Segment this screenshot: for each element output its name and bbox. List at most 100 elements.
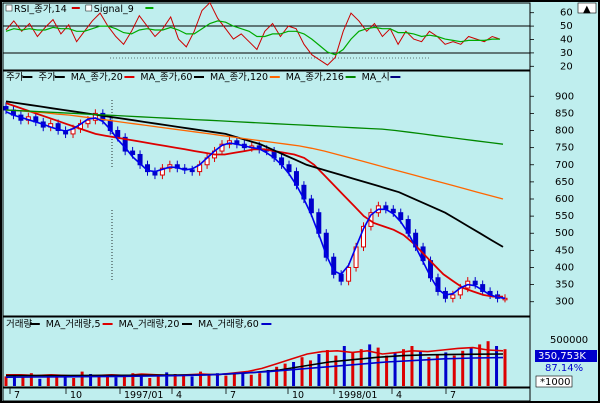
candle-body — [338, 273, 344, 282]
candle-body — [398, 212, 404, 221]
price-y-tick-label: 400 — [555, 262, 574, 273]
rsi-legend: RSI_종가,14 Signal_9 — [5, 4, 154, 15]
volume-legend-label: 거래량 — [6, 318, 32, 330]
price-legend-label: MA_시 — [362, 72, 390, 83]
price-y-tick-label: 350 — [555, 280, 574, 291]
price-y-tick-label: 450 — [555, 245, 574, 256]
rsi-y-tick-label: 20 — [560, 61, 573, 72]
x-axis-label: 10 — [70, 390, 82, 401]
volume-bar — [258, 373, 262, 386]
rsi-y-axis: 60 50 40 30 20 — [530, 8, 573, 72]
price-y-tick-label: 550 — [555, 211, 574, 222]
candle-body — [92, 112, 98, 121]
price-y-tick-label: 700 — [555, 160, 574, 171]
candle-body — [472, 280, 478, 286]
rsi-panel: RSI_종가,14 Signal_9 60 50 40 30 20 — [2, 1, 573, 72]
candle-body — [450, 294, 456, 299]
candle-body — [189, 169, 195, 173]
volume-bar — [29, 373, 33, 386]
price-y-tick-label: 850 — [555, 108, 574, 119]
volume-bar — [351, 352, 355, 386]
volume-bar — [266, 370, 270, 386]
ma120-line — [5, 109, 504, 200]
volume-bar — [97, 376, 101, 386]
price-legend-label: 주가 — [6, 72, 24, 83]
volume-bar — [495, 346, 499, 386]
volume-bar — [156, 374, 160, 386]
volume-bar — [122, 375, 126, 386]
volume-bar — [452, 355, 456, 386]
candle-body — [130, 150, 136, 155]
volume-bar — [292, 362, 296, 386]
volume-bar — [317, 354, 321, 386]
signal-series-line — [5, 20, 500, 56]
candle-body — [480, 284, 486, 292]
x-axis-label: 7 — [450, 390, 456, 401]
volume-bar — [461, 350, 465, 386]
volume-bar — [173, 374, 177, 386]
volume-bar — [38, 378, 42, 386]
volume-bar — [63, 376, 67, 386]
candle-body — [55, 123, 61, 132]
volume-legend: 거래량 MA_거래량,5 MA_거래량,20 MA_거래량,60 — [6, 318, 272, 330]
volume-ma60-line — [5, 356, 504, 378]
x-axis-labels: 7 10 1997/01 4 7 10 1998/01 4 7 — [9, 388, 456, 401]
price-legend-label: MA_종가,60 — [140, 72, 192, 83]
price-y-tick-label: 900 — [555, 91, 574, 102]
volume-bar — [215, 373, 219, 386]
rsi-y-tick-label: 30 — [560, 48, 573, 59]
x-axis-strip — [2, 387, 531, 402]
rsi-y-tick-label: 40 — [560, 35, 573, 46]
volume-bar — [402, 349, 406, 386]
price-y-axis: 900 850 800 750 700 650 600 550 500 450 400 350 300 — [530, 91, 574, 308]
volume-bar — [114, 377, 118, 386]
rsi-legend-swatch — [85, 4, 93, 12]
volume-bar — [4, 376, 8, 386]
price-legend: 주가 주가 MA_종가,20 MA_종가,60 MA_종가,120 MA_종가,216 MA… — [6, 72, 401, 83]
volume-bar — [207, 374, 211, 386]
volume-bar — [418, 350, 422, 386]
candle-body — [390, 208, 396, 214]
volume-legend-label: MA_거래량,20 — [119, 318, 180, 330]
volume-bar — [503, 349, 507, 386]
ma5-line — [5, 110, 506, 300]
volume-bar — [249, 374, 253, 386]
volume-bar — [368, 344, 372, 386]
candle-body — [502, 297, 508, 301]
price-ma-lines — [5, 100, 506, 300]
volume-unit-box[interactable] — [535, 375, 573, 388]
x-axis-label: 1998/01 — [338, 390, 377, 401]
x-axis-label: 4 — [396, 390, 402, 401]
price-legend-label: MA_종가,216 — [286, 72, 344, 83]
volume-bar — [308, 360, 312, 386]
volume-bar — [393, 352, 397, 386]
x-axis-label: 7 — [230, 390, 236, 401]
volume-bar — [148, 378, 152, 386]
volume-bar — [72, 378, 76, 386]
candle-body — [85, 119, 91, 125]
volume-bar — [190, 376, 194, 386]
price-legend-label: 주가 — [38, 72, 56, 83]
price-y-tick-label: 800 — [555, 126, 574, 137]
volume-bar — [300, 357, 304, 386]
volume-bar — [435, 354, 439, 386]
volume-bar — [241, 372, 245, 386]
scroll-up-button[interactable] — [577, 2, 597, 14]
volume-bar — [165, 372, 169, 386]
volume-tick-label: 500000 — [550, 335, 588, 346]
volume-bar — [478, 344, 482, 386]
volume-bar — [359, 349, 363, 386]
ma20-line — [5, 102, 503, 298]
volume-panel: 거래량 MA_거래량,5 MA_거래량,20 MA_거래량,60 500000 350… — [2, 316, 597, 388]
volume-bar — [469, 347, 473, 386]
volume-value-box — [535, 350, 597, 362]
volume-bar — [89, 374, 93, 386]
volume-ma-lines — [5, 346, 504, 378]
volume-bar — [376, 347, 380, 386]
volume-bar — [427, 357, 431, 386]
rsi-legend-label: Signal_9 — [94, 4, 134, 15]
volume-bar — [224, 375, 228, 386]
price-legend-label: MA_종가,120 — [210, 72, 268, 83]
